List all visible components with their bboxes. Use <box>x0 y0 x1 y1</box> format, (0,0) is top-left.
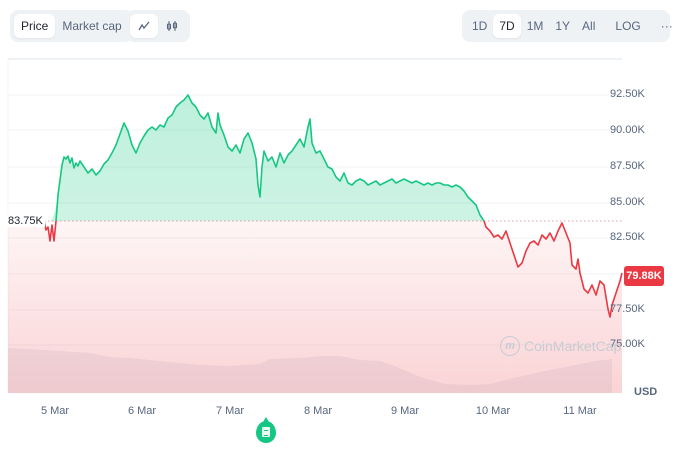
candlestick-icon <box>166 21 178 31</box>
candlestick-chart-button[interactable] <box>158 14 186 38</box>
coinmarketcap-watermark: m CoinMarketCap <box>500 336 621 356</box>
x-tick: 10 Mar <box>475 405 511 417</box>
price-line-down-start <box>43 220 57 242</box>
y-tick: 85.00K <box>610 196 645 208</box>
more-options-button[interactable]: ··· <box>660 19 673 33</box>
y-tick: 75.00K <box>610 338 645 350</box>
y-tick: 87.50K <box>610 160 645 172</box>
coinmarketcap-logo-icon: m <box>500 336 520 356</box>
chart-toolbar: Price Market cap 1D 7D 1M 1Y All LOG ··· <box>0 10 680 42</box>
range-1d[interactable]: 1D <box>472 19 488 33</box>
chart-canvas <box>7 58 623 393</box>
price-chart[interactable]: 83.75K 92.50K 90.00K 87.50K 85.00K 82.50… <box>0 55 680 453</box>
range-7d[interactable]: 7D <box>493 14 521 38</box>
chart-type-toggle <box>126 10 190 42</box>
news-marker[interactable] <box>256 417 276 443</box>
y-tick: 90.00K <box>610 124 645 136</box>
x-tick: 5 Mar <box>40 405 70 417</box>
y-tick: 77.50K <box>610 303 645 315</box>
price-line-down <box>483 220 623 318</box>
y-tick: 82.50K <box>610 231 645 243</box>
x-tick: 11 Mar <box>563 405 597 417</box>
price-line-up <box>55 94 485 222</box>
baseline-price-label: 83.75K <box>6 215 45 227</box>
current-price-badge: 79.88K <box>624 266 664 286</box>
range-1m[interactable]: 1M <box>526 19 544 33</box>
x-tick: 6 Mar <box>127 405 157 417</box>
range-1y[interactable]: 1Y <box>555 19 571 33</box>
currency-label: USD <box>634 386 658 398</box>
watermark-text: CoinMarketCap <box>524 338 622 354</box>
tab-price[interactable]: Price <box>14 14 56 38</box>
line-chart-icon <box>138 21 150 31</box>
range-all[interactable]: All <box>582 19 596 33</box>
x-tick: 8 Mar <box>303 405 333 417</box>
data-type-toggle: Price Market cap <box>10 10 133 42</box>
tab-market-cap[interactable]: Market cap <box>62 19 122 33</box>
log-scale-button[interactable]: LOG <box>615 19 641 33</box>
document-icon <box>262 427 270 437</box>
x-tick: 7 Mar <box>215 405 245 417</box>
y-tick: 92.50K <box>610 88 645 100</box>
line-chart-button[interactable] <box>130 14 158 38</box>
time-range-toggle: 1D 7D 1M 1Y All LOG ··· <box>462 10 673 42</box>
x-tick: 9 Mar <box>390 405 420 417</box>
